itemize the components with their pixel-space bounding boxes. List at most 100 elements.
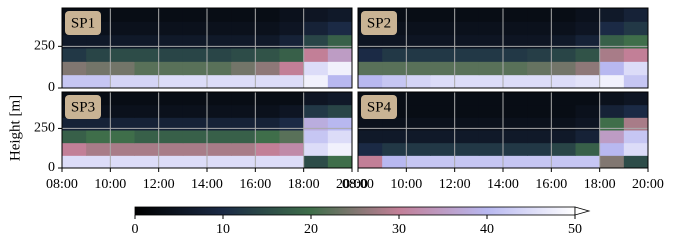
heatmap-cell (430, 34, 456, 49)
y-tick-label: 0 (48, 80, 55, 95)
heatmap-cell (134, 130, 160, 144)
y-tick-label: 250 (34, 39, 55, 54)
heatmap-cell (406, 8, 431, 22)
heatmap-cell (527, 117, 552, 131)
heatmap-cell (358, 130, 383, 144)
heatmap-cell (86, 74, 111, 89)
heatmap-cell (86, 130, 111, 144)
heatmap-cell (575, 92, 601, 106)
heatmap-cell (303, 74, 329, 89)
heatmap-cell (454, 48, 480, 62)
heatmap-cell (110, 104, 135, 118)
heatmap-cell (599, 48, 625, 62)
heatmap-cell (503, 8, 528, 22)
x-tick-label: 20:00 (632, 177, 664, 192)
heatmap-cell (231, 61, 256, 76)
heatmap-cell (279, 130, 305, 144)
heatmap-cell (231, 21, 256, 36)
heatmap-cell (134, 61, 160, 76)
heatmap-cell (134, 34, 160, 49)
heatmap-cell (134, 48, 160, 62)
heatmap-cell (623, 61, 649, 76)
colorbar-extend (574, 206, 591, 216)
heatmap-cell (182, 34, 208, 49)
y-axis-label: Height [m] (7, 95, 23, 161)
heatmap-cell (255, 130, 280, 144)
heatmap-cell (575, 21, 601, 36)
heatmap-cell (255, 74, 280, 89)
heatmap-cell (551, 130, 576, 144)
heatmap-cell (406, 117, 431, 131)
heatmap-cell (358, 74, 383, 89)
heatmap-cell (327, 21, 353, 36)
x-tick-label: 12:00 (439, 177, 471, 192)
heatmap-cell (430, 130, 456, 144)
heatmap-cell (62, 142, 87, 156)
heatmap-cell (62, 130, 87, 144)
heatmap-cell (478, 34, 504, 49)
heatmap-cell (551, 8, 576, 22)
heatmap-cell (599, 130, 625, 144)
heatmap-cell (158, 21, 184, 36)
heatmap-cell (623, 104, 649, 118)
heatmap-cell (478, 155, 504, 169)
heatmap-cell (551, 21, 576, 36)
x-tick-label: 16:00 (239, 177, 271, 192)
heatmap-cell (406, 92, 431, 106)
heatmap-cell (430, 142, 456, 156)
heatmap-cell (478, 142, 504, 156)
heatmap-cell (279, 117, 305, 131)
panel-label: SP2 (361, 11, 397, 35)
heatmap-cell (303, 21, 329, 36)
heatmap-cell (110, 8, 135, 22)
heatmap-cell (599, 74, 625, 89)
heatmap-cell (327, 61, 353, 76)
heatmap-cell (158, 92, 184, 106)
heatmap-cell (575, 8, 601, 22)
heatmap-cell (430, 155, 456, 169)
heatmap-cell (207, 117, 232, 131)
heatmap-cell (110, 61, 135, 76)
heatmap-cell (327, 104, 353, 118)
heatmap-cell (454, 21, 480, 36)
heatmap-cell (454, 142, 480, 156)
heatmap-cell (358, 61, 383, 76)
heatmap-cell (551, 104, 576, 118)
panel-frame (61, 7, 353, 89)
heatmap-cell (382, 155, 407, 169)
heatmap-cell (599, 142, 625, 156)
heatmap-cell (182, 21, 208, 36)
heatmap-cell (478, 21, 504, 36)
heatmap-cell (358, 48, 383, 62)
heatmap-cell (406, 74, 431, 89)
heatmap-cell (207, 48, 232, 62)
heatmap-cell (503, 48, 528, 62)
heatmap-cell (207, 92, 232, 106)
heatmap-cell (623, 130, 649, 144)
heatmap-cell (551, 48, 576, 62)
heatmap-cell (134, 92, 160, 106)
panel-label: SP3 (65, 95, 101, 119)
heatmap-cell (86, 34, 111, 49)
heatmap-cell (623, 117, 649, 131)
heatmap-cell (279, 21, 305, 36)
heatmap-cell (158, 61, 184, 76)
heatmap-cell (599, 117, 625, 131)
heatmap-cell (207, 61, 232, 76)
heatmap-cell (303, 92, 329, 106)
heatmap-cell (62, 48, 87, 62)
colorbar-tick-label: 30 (392, 222, 406, 237)
heatmap-cell (231, 104, 256, 118)
x-tick-label: 16:00 (535, 177, 567, 192)
heatmap-cell (231, 8, 256, 22)
heatmap-cell (110, 74, 135, 89)
heatmap-cell (279, 155, 305, 169)
heatmap-cell (182, 8, 208, 22)
heatmap-cell (327, 8, 353, 22)
heatmap-cell (406, 155, 431, 169)
heatmap-cell (158, 34, 184, 49)
heatmap-cell (527, 61, 552, 76)
heatmap-cell (454, 8, 480, 22)
heatmap-cell (575, 130, 601, 144)
